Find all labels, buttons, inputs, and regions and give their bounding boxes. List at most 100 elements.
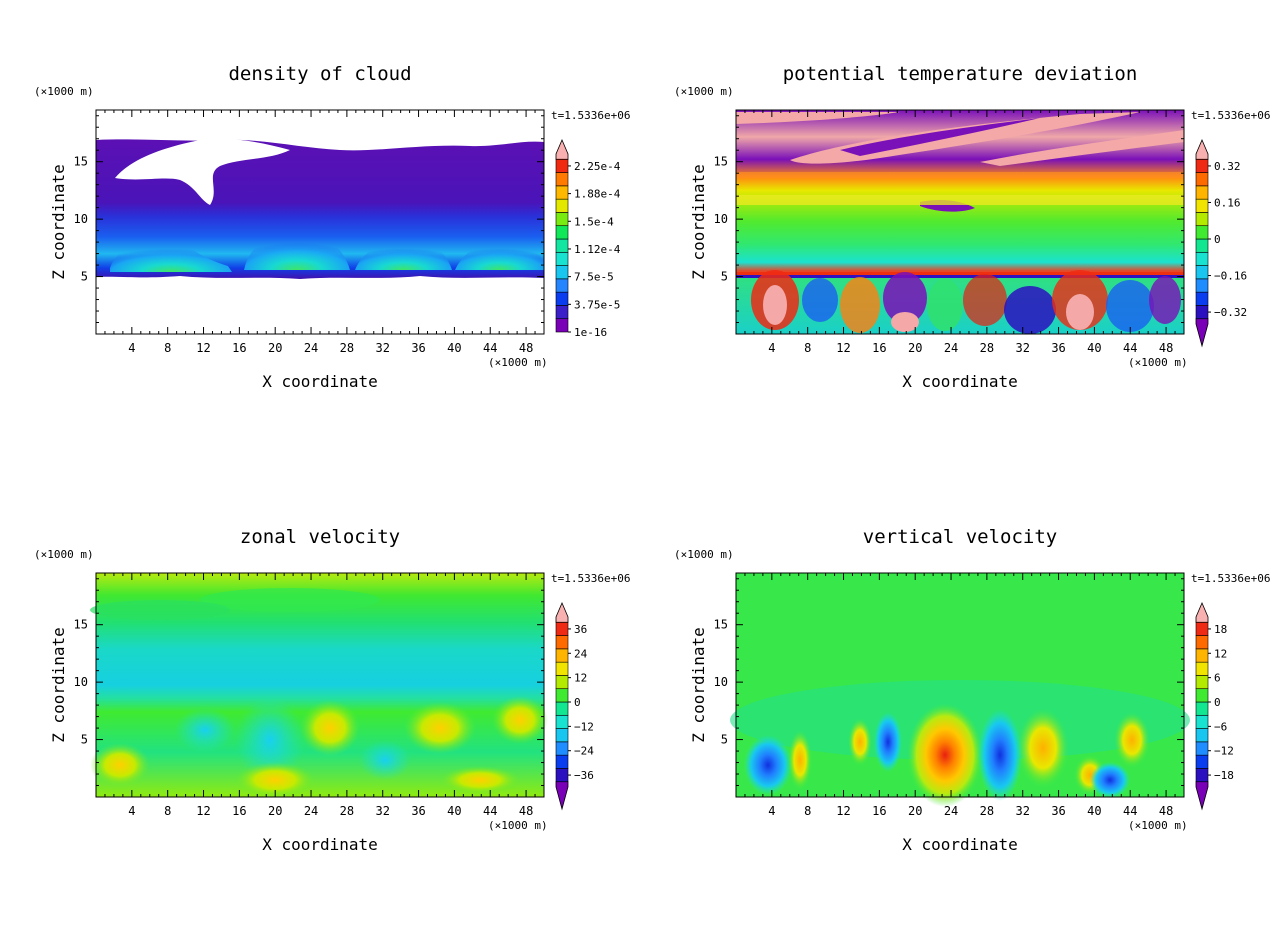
colorbar-swatch: [555, 198, 569, 213]
colorbar-swatch: [555, 251, 569, 266]
colorbar-swatch: [555, 172, 569, 187]
time-label: t=1.5336e+06: [1191, 572, 1270, 585]
panel-potential-temperature-deviation: potential temperature deviation (×1000 m…: [674, 63, 1270, 391]
plot-area: [90, 572, 548, 798]
x-tick-label: 44: [1123, 804, 1137, 818]
x-tick-label: 40: [447, 341, 461, 355]
x-tick-label: 28: [980, 804, 994, 818]
field-blob: [1114, 712, 1150, 768]
colorbar-label: 0.32: [1214, 160, 1241, 173]
cloud-gap: [210, 135, 236, 143]
chart-title: zonal velocity: [240, 526, 400, 548]
colorbar-label: 0: [1214, 233, 1221, 246]
colorbar-swatch: [555, 688, 569, 703]
colorbar-swatch: [1195, 251, 1209, 266]
colorbar-swatch: [555, 635, 569, 650]
colorbar-label: −36: [574, 769, 594, 782]
x-axis: 4 8 12 16 20 24 28 32 36 40 44 48: [744, 110, 1176, 355]
time-label: t=1.5336e+06: [551, 109, 630, 122]
colorbar-swatch: [555, 185, 569, 200]
colorbar-swatch: [555, 265, 569, 280]
field-band: [736, 272, 1184, 275]
y-tick-label: 5: [81, 733, 88, 747]
colorbar-label: 12: [1214, 647, 1227, 660]
colorbar-swatch: [555, 225, 569, 240]
x-tick-label: 32: [375, 804, 389, 818]
colorbar-swatch: [555, 714, 569, 729]
colorbar-swatch: [1195, 621, 1209, 636]
colorbar-swatch: [555, 138, 569, 160]
colorbar-label: 2.25e-4: [574, 160, 621, 173]
colorbar-swatch: [1195, 318, 1209, 348]
y-unit-label: (×1000 m): [674, 548, 734, 561]
y-tick-label: 10: [714, 212, 728, 226]
plot-area: [95, 109, 545, 335]
colorbar-label: −0.16: [1214, 270, 1247, 283]
cloud-dome-band: [110, 238, 232, 272]
colorbar-swatch: [1195, 138, 1209, 160]
colorbar-swatch: [555, 701, 569, 716]
x-tick-label: 40: [1087, 804, 1101, 818]
chart-title: density of cloud: [228, 63, 411, 85]
colorbar-label: 36: [574, 623, 587, 636]
x-tick-label: 12: [836, 341, 850, 355]
field-blob: [235, 762, 315, 798]
cloud-gap: [115, 138, 290, 205]
field-blob: [848, 718, 872, 766]
x-tick-label: 36: [411, 804, 425, 818]
colorbar-swatch: [1195, 675, 1209, 690]
y-axis: 5 10 15: [714, 578, 1184, 787]
x-tick-label: 24: [304, 341, 318, 355]
field-blob: [236, 698, 304, 782]
x-tick-label: 28: [340, 804, 354, 818]
colorbar-swatch: [1195, 741, 1209, 756]
x-tick-label: 48: [1159, 341, 1173, 355]
colorbar-label: 12: [574, 672, 587, 685]
y-axis-label: Z coordinate: [49, 164, 68, 280]
colorbar-swatch: [1195, 172, 1209, 187]
colorbar-swatch: [1195, 601, 1209, 623]
y-tick-label: 15: [74, 155, 88, 169]
x-tick-label: 44: [1123, 341, 1137, 355]
y-unit-label: (×1000 m): [674, 85, 734, 98]
field-blob: [1090, 762, 1130, 798]
colorbar-swatch: [555, 158, 569, 173]
field-blob: [300, 700, 360, 756]
colorbar-label: −12: [1214, 745, 1234, 758]
x-unit-label: (×1000 m): [488, 819, 548, 832]
x-tick-label: 28: [340, 341, 354, 355]
field-band: [736, 112, 900, 124]
colorbar-swatch: [1195, 701, 1209, 716]
y-unit-label: (×1000 m): [34, 548, 94, 561]
colorbar-swatch: [555, 305, 569, 320]
colorbar-swatch: [555, 291, 569, 306]
colorbar-swatch: [1195, 291, 1209, 306]
x-tick-label: 48: [519, 341, 533, 355]
x-tick-label: 12: [196, 341, 210, 355]
y-tick-label: 10: [74, 212, 88, 226]
x-axis: 4 8 12 16 20 24 28 32 36 40 44 48: [104, 573, 536, 818]
colorbar-label: 0: [574, 696, 581, 709]
colorbar: 2.25e-4 1.88e-4 1.5e-4 1.12e-4 7.5e-5 3.75e-5…: [555, 138, 621, 339]
field-blob: [978, 709, 1022, 801]
colorbar-swatch: [1195, 768, 1209, 783]
x-tick-label: 8: [804, 341, 811, 355]
x-tick-label: 8: [804, 804, 811, 818]
colorbar-swatch: [555, 768, 569, 783]
x-tick-label: 28: [980, 341, 994, 355]
field-band: [736, 275, 1184, 278]
colorbar-swatch: [555, 278, 569, 293]
x-tick-label: 4: [128, 804, 135, 818]
y-tick-label: 5: [721, 733, 728, 747]
colorbar-swatch: [1195, 781, 1209, 811]
field-band: [840, 118, 1040, 156]
x-unit-label: (×1000 m): [1128, 356, 1188, 369]
lower-field: [751, 270, 1181, 334]
colorbar-label: −0.32: [1214, 306, 1247, 319]
x-tick-label: 36: [1051, 341, 1065, 355]
x-tick-label: 8: [164, 804, 171, 818]
field-band: [980, 130, 1184, 166]
colorbar-swatch: [1195, 278, 1209, 293]
colorbar-swatch: [555, 318, 569, 333]
